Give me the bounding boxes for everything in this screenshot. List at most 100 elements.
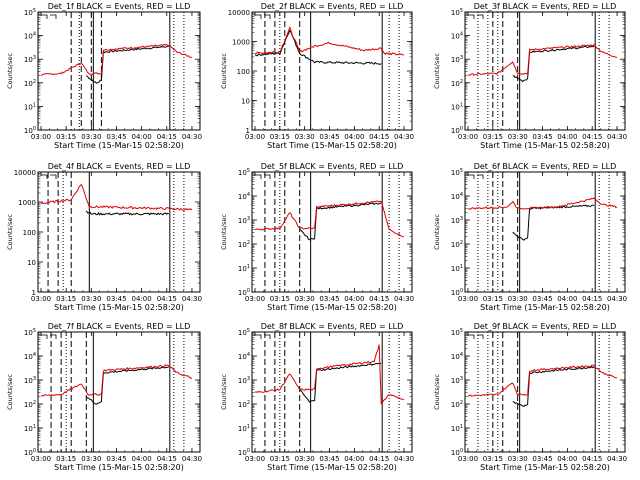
x-tick-label: 04:15 [369, 295, 389, 303]
y-tick-label: 100 [451, 288, 463, 297]
panel-title: Det_5f BLACK = Events, RED = LLD [261, 162, 404, 171]
x-axis-label: Start Time (15-Mar-15 02:58:20) [267, 141, 397, 150]
events-series-line [85, 210, 170, 216]
y-tick-label: 1 [246, 127, 250, 135]
x-tick-label: 04:15 [369, 455, 389, 463]
plot-frame [37, 331, 201, 453]
x-tick-label: 03:15 [56, 295, 76, 303]
x-tick-label: 03:15 [483, 133, 503, 141]
y-tick-label: 105 [238, 328, 250, 337]
y-tick-label: 101 [24, 102, 36, 111]
x-tick-label: 04:30 [182, 295, 202, 303]
y-tick-label: 105 [238, 168, 250, 177]
x-tick-label: 03:45 [319, 133, 339, 141]
x-tick-label: 04:30 [607, 133, 627, 141]
x-tick-label: 04:30 [394, 133, 414, 141]
y-tick-label: 100 [451, 448, 463, 457]
panel-title: Det_4f BLACK = Events, RED = LLD [48, 162, 191, 171]
x-tick-label: 03:15 [483, 455, 503, 463]
y-tick-label: 105 [24, 8, 36, 17]
corner-marker-glyph [41, 334, 57, 339]
y-tick-label: 102 [451, 400, 463, 409]
y-axis-label: Counts/sec [433, 214, 441, 250]
x-tick-label: 04:15 [582, 455, 602, 463]
x-tick-label: 04:30 [394, 295, 414, 303]
panel-2: Det_2f BLACK = Events, RED = LLD 1 10 100 10… [220, 2, 414, 150]
plot-frame [464, 171, 626, 293]
x-tick-label: 03:00 [245, 295, 265, 303]
panel-9: Det_9f BLACK = Events, RED = LLD 100 101 10… [433, 322, 627, 472]
y-tick-label: 104 [451, 32, 463, 41]
panel-title: Det_1f BLACK = Events, RED = LLD [48, 2, 191, 11]
lld-series-line [40, 43, 193, 76]
events-series-line [299, 202, 382, 241]
x-tick-label: 04:30 [607, 455, 627, 463]
panel-title: Det_9f BLACK = Events, RED = LLD [474, 322, 617, 331]
lld-series-line [254, 344, 405, 405]
y-tick-label: 102 [238, 400, 250, 409]
corner-marker-glyph [41, 174, 57, 179]
x-tick-label: 03:45 [532, 455, 552, 463]
x-tick-label: 04:30 [182, 455, 202, 463]
plot-frame [37, 171, 201, 293]
x-tick-label: 03:15 [56, 455, 76, 463]
x-tick-label: 03:45 [532, 295, 552, 303]
x-tick-label: 03:30 [81, 455, 101, 463]
x-tick-label: 04:15 [157, 133, 177, 141]
panel-title: Det_6f BLACK = Events, RED = LLD [474, 162, 617, 171]
y-tick-label: 104 [24, 352, 36, 361]
corner-marker-glyph [255, 334, 271, 339]
y-tick-label: 103 [24, 55, 36, 64]
x-tick-label: 03:15 [483, 295, 503, 303]
y-tick-label: 101 [238, 264, 250, 273]
x-tick-label: 04:00 [557, 133, 577, 141]
lld-series-line [467, 364, 618, 397]
lld-series-line [255, 25, 405, 56]
y-tick-label: 100 [24, 448, 36, 457]
events-series-line [512, 366, 595, 407]
panel-5: Det_5f BLACK = Events, RED = LLD 100 101 10… [220, 162, 414, 312]
events-series-line [254, 29, 382, 65]
events-series-line [512, 204, 595, 241]
y-tick-label: 104 [451, 352, 463, 361]
x-tick-label: 03:30 [295, 455, 315, 463]
x-tick-label: 04:00 [132, 133, 152, 141]
x-axis-label: Start Time (15-Mar-15 02:58:20) [480, 141, 610, 150]
x-tick-label: 03:45 [106, 295, 126, 303]
lld-series-line [40, 364, 193, 397]
y-tick-label: 102 [451, 240, 463, 249]
x-tick-label: 03:30 [81, 295, 101, 303]
events-series-line [512, 45, 595, 83]
x-tick-label: 04:00 [344, 133, 364, 141]
y-tick-label: 104 [238, 192, 250, 201]
y-tick-label: 103 [451, 55, 463, 64]
y-axis-label: Counts/sec [220, 53, 228, 89]
x-tick-label: 03:00 [245, 133, 265, 141]
corner-marker-glyph [41, 14, 57, 19]
x-tick-label: 03:00 [31, 295, 51, 303]
y-tick-label: 105 [451, 168, 463, 177]
x-tick-label: 03:45 [532, 133, 552, 141]
events-series-line [85, 366, 169, 405]
y-tick-label: 102 [24, 400, 36, 409]
plot-frame [464, 11, 626, 131]
y-tick-label: 101 [451, 102, 463, 111]
x-axis-label: Start Time (15-Mar-15 02:58:20) [54, 463, 184, 472]
x-tick-label: 03:00 [458, 295, 478, 303]
panel-7: Det_7f BLACK = Events, RED = LLD 100 101 10… [6, 322, 202, 472]
plot-frame [251, 171, 413, 293]
y-tick-label: 103 [451, 216, 463, 225]
corner-marker-glyph [255, 174, 271, 179]
y-tick-label: 100 [238, 448, 250, 457]
x-tick-label: 04:00 [344, 295, 364, 303]
y-axis-label: Counts/sec [6, 53, 14, 89]
panel-title: Det_3f BLACK = Events, RED = LLD [474, 2, 617, 11]
y-tick-label: 1000 [232, 39, 250, 47]
y-tick-label: 102 [24, 79, 36, 88]
x-tick-label: 03:45 [319, 455, 339, 463]
y-tick-label: 103 [451, 376, 463, 385]
y-axis-label: Counts/sec [6, 374, 14, 410]
y-tick-label: 102 [451, 79, 463, 88]
x-tick-label: 03:00 [458, 455, 478, 463]
